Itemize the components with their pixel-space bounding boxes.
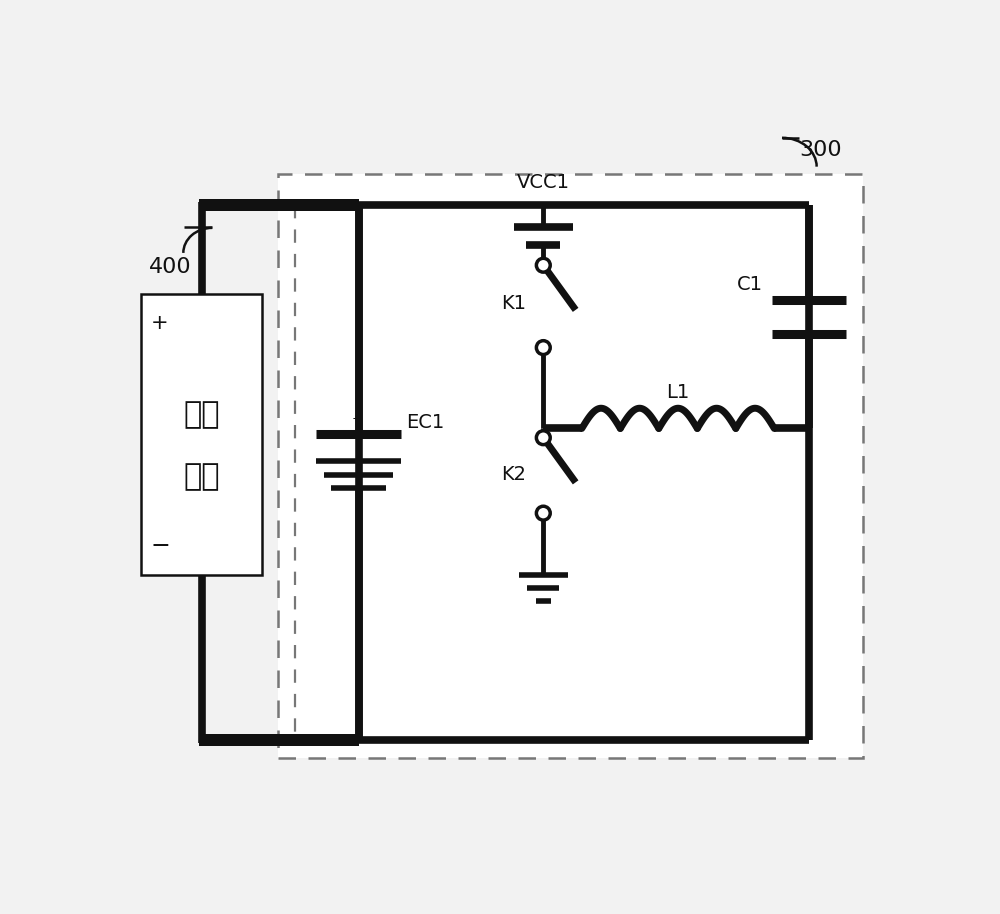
Text: 400: 400: [149, 257, 192, 277]
Text: L1: L1: [666, 383, 690, 401]
Text: K2: K2: [501, 465, 526, 484]
Text: 电路: 电路: [184, 462, 220, 491]
Text: K1: K1: [501, 294, 526, 314]
Text: +: +: [151, 313, 168, 333]
Text: 300: 300: [799, 140, 842, 160]
Text: 电源: 电源: [184, 400, 220, 430]
Text: +: +: [352, 411, 362, 425]
Text: −: −: [151, 534, 170, 558]
Bar: [141, 293, 262, 575]
Circle shape: [536, 430, 550, 444]
Text: VCC1: VCC1: [517, 173, 570, 192]
Text: C1: C1: [737, 275, 763, 294]
Bar: [141, 293, 262, 575]
Bar: [199, 199, 358, 211]
Circle shape: [536, 506, 550, 520]
Bar: [278, 175, 863, 758]
Circle shape: [536, 341, 550, 355]
Text: EC1: EC1: [406, 413, 444, 432]
Bar: [278, 175, 863, 758]
Circle shape: [536, 259, 550, 272]
Bar: [199, 734, 358, 747]
